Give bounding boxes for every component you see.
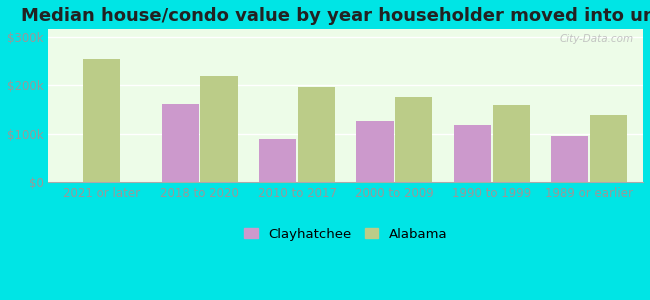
Bar <box>590 115 627 182</box>
Bar <box>356 122 393 182</box>
Bar <box>298 87 335 182</box>
Bar <box>551 136 588 182</box>
Bar <box>395 97 432 182</box>
Bar <box>200 76 237 182</box>
Legend: Clayhatchee, Alabama: Clayhatchee, Alabama <box>239 222 452 246</box>
Bar <box>83 59 120 182</box>
Bar <box>454 125 491 182</box>
Text: City-Data.com: City-Data.com <box>560 34 634 44</box>
Bar <box>161 104 198 182</box>
Title: Median house/condo value by year householder moved into unit: Median house/condo value by year househo… <box>21 7 650 25</box>
Bar <box>259 140 296 182</box>
Bar <box>493 105 530 182</box>
